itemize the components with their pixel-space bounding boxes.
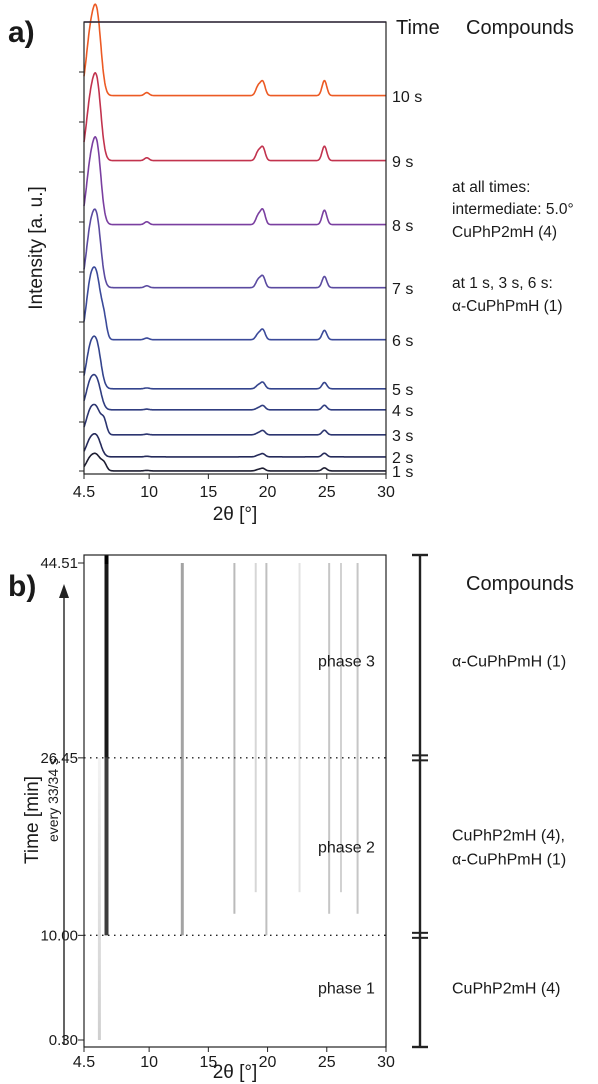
pattern-4s: [83, 373, 386, 411]
time-label-1s: 1 s: [392, 464, 413, 481]
panel-b-phase-bracket: [412, 553, 428, 1049]
panel-a-y-ticks: [79, 71, 84, 472]
intensity-line-1: [104, 563, 109, 758]
annotation-line-5: α-CuPhPmH (1): [452, 298, 563, 315]
x-tick-label: 20: [259, 1054, 277, 1071]
annotation-line-1: at all times:: [452, 179, 530, 196]
annotation-line-2: intermediate: 5.0°: [452, 201, 574, 218]
phase-2-compound-1: CuPhP2mH (4),: [452, 828, 565, 845]
y-tick-label: 10.00: [40, 927, 78, 944]
time-label-4s: 4 s: [392, 403, 413, 420]
time-label-7s: 7 s: [392, 281, 413, 298]
x-tick-label: 30: [377, 1054, 395, 1071]
x-tick-label: 15: [199, 1054, 217, 1071]
phase-2-compound-2: α-CuPhPmH (1): [452, 852, 566, 869]
pattern-7s: [83, 208, 386, 289]
pattern-1s: [83, 452, 386, 472]
x-tick-label: 30: [377, 484, 395, 501]
annotation-line-3: CuPhP2mH (4): [452, 224, 557, 241]
pattern-3s: [83, 403, 386, 436]
pattern-2s: [83, 433, 386, 458]
x-tick-label: 25: [318, 1054, 336, 1071]
time-label-2s: 2 s: [392, 450, 413, 467]
annotation-line-4: at 1 s, 3 s, 6 s:: [452, 275, 553, 292]
intensity-line-4: [233, 563, 236, 914]
intensity-line-5: [254, 563, 257, 893]
panel-b-label: b): [8, 570, 36, 603]
phase-label-2: phase 2: [318, 840, 375, 857]
panel-a-x-axis-label: 2θ [°]: [213, 504, 258, 525]
panel-a-compounds-header: Compounds: [466, 17, 574, 39]
panel-b-phase-boundaries: [84, 757, 386, 937]
intensity-line-9: [339, 563, 342, 893]
time-label-8s: 8 s: [392, 218, 413, 235]
panel-b-y-axis-label: Time [min]: [22, 776, 43, 864]
pattern-5s: [83, 335, 386, 390]
pattern-8s: [83, 136, 386, 226]
phase-1-compound-1: CuPhP2mH (4): [452, 981, 560, 998]
time-label-6s: 6 s: [392, 333, 413, 350]
intensity-line-3: [180, 563, 184, 936]
intensity-line-10: [356, 563, 359, 914]
panel-b-frame: [83, 554, 387, 1048]
phase-3-compound-1: α-CuPhPmH (1): [452, 653, 566, 670]
intensity-line-2: [104, 757, 109, 936]
pattern-9s: [83, 72, 386, 162]
panel-a-label: a): [8, 16, 35, 49]
x-tick-label: 10: [140, 1054, 158, 1071]
intensity-line-7: [298, 563, 301, 893]
panel-b-intensity-lines: [97, 555, 359, 1040]
phase-label-3: phase 3: [318, 653, 375, 670]
panel-a-time-header: Time: [396, 17, 440, 39]
x-tick-label: 4.5: [73, 1054, 95, 1071]
time-label-9s: 9 s: [392, 154, 413, 171]
panel-b-phase-labels: phase 1 CuPhP2mH (4) phase 2 CuPhP2mH (4), α…: [318, 653, 566, 997]
intensity-line-8: [328, 563, 331, 914]
panel-b-x-axis-label: 2θ [°]: [213, 1062, 258, 1083]
time-label-10s: 10 s: [392, 89, 422, 106]
panel-a-annotations: at all times: intermediate: 5.0° CuPhP2m…: [452, 179, 574, 315]
phase-label-1: phase 1: [318, 981, 375, 998]
panel-b-x-ticks: 4.5 10 15 20 25 30: [73, 1047, 395, 1071]
panel-b-y-axis-sublabel: every 33/34 s: [45, 758, 61, 842]
intensity-line-6: [265, 563, 268, 936]
y-tick-label: 44.51: [40, 555, 78, 572]
intensity-line-top: [104, 555, 109, 564]
time-axis-arrowhead: [59, 584, 69, 598]
x-tick-label: 10: [140, 484, 158, 501]
panel-a: a) 4.5 10 15 20 25 30 Intensity [a. u.] 2θ [°…: [8, 3, 574, 525]
panel-a-time-labels: 1 s2 s 3 s 4 s 5 s 6 s 7 s 8 s 9 s 10 s: [392, 89, 422, 481]
x-tick-label: 25: [318, 484, 336, 501]
panel-a-series-group: [83, 3, 386, 472]
panel-a-frame: [83, 21, 387, 475]
x-tick-label: 4.5: [73, 484, 95, 501]
pattern-10s: [83, 3, 386, 97]
x-tick-label: 20: [259, 484, 277, 501]
x-tick-label: 15: [199, 484, 217, 501]
time-label-3s: 3 s: [392, 428, 413, 445]
intensity-line-0: [97, 757, 101, 1040]
y-tick-label: 26.45: [40, 750, 78, 767]
time-label-5s: 5 s: [392, 382, 413, 399]
pattern-6s: [83, 266, 386, 341]
panel-a-x-ticks: 4.5 10 15 20 25 30: [73, 474, 395, 501]
panel-a-y-axis-label: Intensity [a. u.]: [26, 186, 47, 310]
panel-b-compounds-header: Compounds: [466, 573, 574, 595]
